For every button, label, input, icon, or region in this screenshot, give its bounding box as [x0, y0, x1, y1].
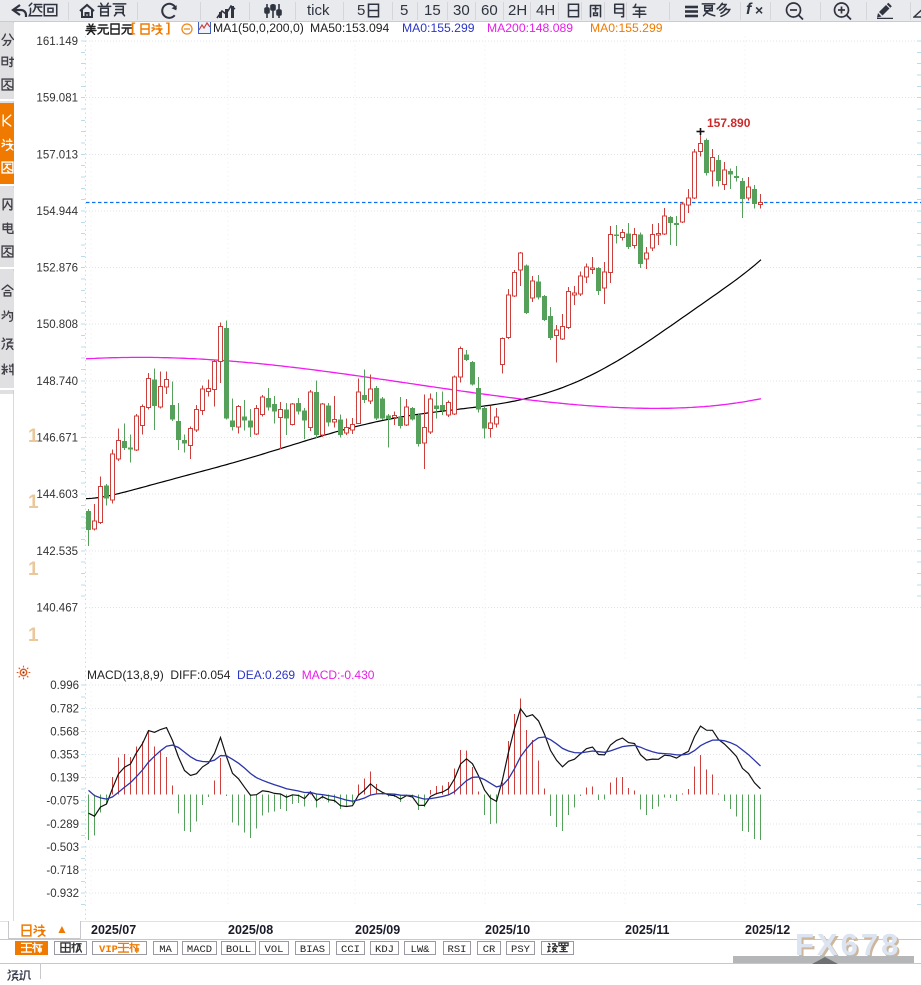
svg-text:-0.503: -0.503: [46, 842, 79, 854]
svg-text:157.890: 157.890: [707, 116, 751, 130]
svg-text:0.568: 0.568: [50, 726, 79, 738]
svg-text:-0.289: -0.289: [46, 819, 79, 831]
svg-text:0.996: 0.996: [50, 680, 79, 692]
svg-text:157.013: 157.013: [36, 149, 78, 161]
svg-text:1: 1: [28, 492, 39, 513]
svg-text:0.782: 0.782: [50, 703, 79, 715]
svg-text:0.353: 0.353: [50, 750, 79, 762]
svg-text:-0.075: -0.075: [46, 796, 79, 808]
svg-text:146.671: 146.671: [36, 433, 78, 445]
svg-text:159.081: 159.081: [36, 93, 78, 105]
svg-text:144.603: 144.603: [36, 489, 78, 501]
svg-text:150.808: 150.808: [36, 319, 78, 331]
svg-text:0.139: 0.139: [50, 773, 79, 785]
svg-text:142.535: 142.535: [36, 546, 78, 558]
svg-text:148.740: 148.740: [36, 376, 78, 388]
svg-text:152.876: 152.876: [36, 263, 78, 275]
svg-text:1: 1: [28, 559, 39, 580]
svg-text:161.149: 161.149: [36, 36, 78, 48]
svg-text:1: 1: [28, 625, 39, 646]
svg-text:140.467: 140.467: [36, 602, 78, 614]
svg-text:1: 1: [28, 426, 39, 447]
svg-text:154.944: 154.944: [36, 206, 78, 218]
svg-text:-0.932: -0.932: [46, 888, 79, 900]
svg-text:-0.718: -0.718: [46, 865, 79, 877]
